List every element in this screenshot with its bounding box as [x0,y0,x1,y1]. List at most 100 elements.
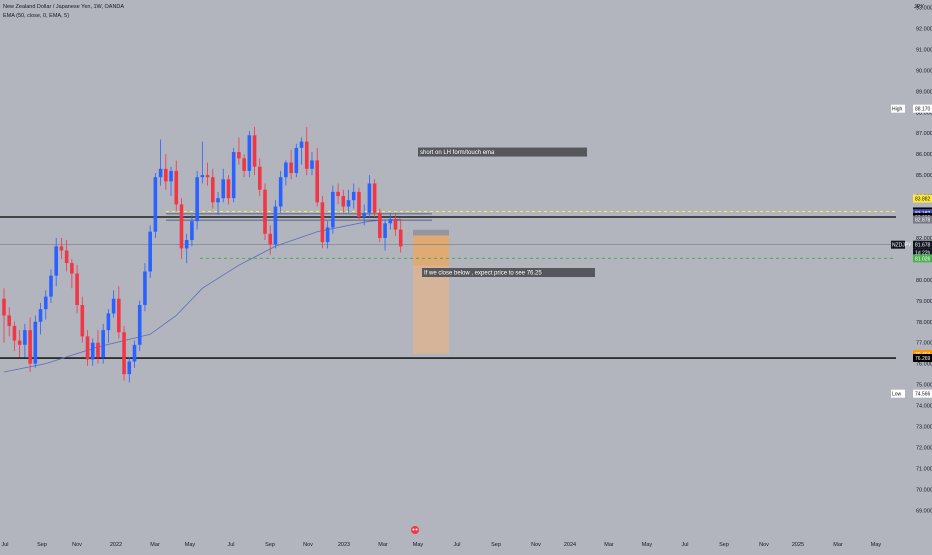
candle-body [310,160,314,169]
x-tick-label: Sep [265,542,275,548]
candle-body [247,135,252,171]
ema-50-line[interactable] [3,218,401,373]
x-tick-label: Sep [719,542,729,548]
candle-body [43,296,48,310]
candle-body [169,170,173,182]
y-tick-label: 78.000 [916,320,932,326]
candle-body [383,223,387,238]
indicator-legend[interactable]: EMA (50, close, 0, EMA, 5) [3,13,70,19]
y-tick-label: 87.000 [916,131,932,137]
y-tick-label: 73.000 [916,425,932,431]
yellow-price-tag [913,194,932,203]
event-marker-dot [415,528,418,531]
candle-body [289,162,293,174]
candle-body [372,183,377,213]
y-tick-label: 80.000 [916,278,932,284]
countdown-tag [913,248,932,257]
y-tick-label: 72.000 [916,445,932,451]
last-price-tag-text: 81.678 [915,243,931,249]
y-tick-label: 77.000 [916,341,932,347]
green-price-tag [913,254,932,263]
position-target-zone[interactable] [413,265,449,354]
currency-label: JPY [913,4,924,10]
candle-body [237,152,241,159]
candle-body [38,309,43,322]
candle-body [336,191,340,197]
annotation-box[interactable] [422,268,595,278]
high-price-tag-prefix [891,104,905,113]
y-tick-label: 86.000 [916,152,932,158]
candle-body [205,175,210,178]
candle-body [127,361,132,375]
event-marker-icon[interactable] [411,526,419,534]
candle-body [284,162,288,178]
candle-body [132,344,137,362]
candle-body [331,191,335,228]
candle-body [351,191,356,201]
x-tick-label: Mar [150,542,160,548]
x-tick-label: 2023 [338,542,350,548]
low-price-tag-text: 74.566 [915,392,931,398]
y-tick-label: 93.000 [916,6,932,12]
x-tick-label: May [871,542,882,548]
x-tick-label: Sep [491,542,501,548]
candle-body [101,330,105,358]
candle-body [304,141,309,169]
x-tick-label: May [642,542,653,548]
candle-body [211,177,215,203]
candle-body [137,304,142,345]
x-tick-label: Nov [72,542,82,548]
position-price-tag-text: 82.878 [915,218,931,224]
candle-body [7,315,12,326]
annotation-box[interactable] [418,147,587,157]
x-tick-label: May [185,542,196,548]
x-tick-label: Jul [681,542,688,548]
candle-body [54,246,58,276]
y-tick-label: 76.000 [916,362,932,368]
candle-body [70,263,74,274]
target-price-tag-text: 76.269 [915,356,931,362]
candle-body [398,229,403,247]
x-tick-label: Mar [378,542,388,548]
y-tick-label: 85.000 [916,173,932,179]
candle-body [195,177,199,222]
candle-body [111,298,116,314]
x-tick-label: Nov [531,542,541,548]
y-tick-label: 91.000 [916,47,932,53]
annotation-text: short on LH form/touch ema [420,150,495,156]
x-tick-label: May [413,542,424,548]
symbol-title[interactable]: New Zealand Dollar / Japanese Yen, 1W, O… [3,4,125,10]
candle-body [33,321,38,364]
candle-body [367,183,372,213]
annotation-text: If we close below , expect price to see … [424,271,542,277]
candle-body [179,204,184,249]
candle-body [17,340,22,345]
orange-price-tag [913,349,932,358]
event-marker-dot [412,528,415,531]
candle-body [90,342,95,360]
y-tick-label: 90.000 [916,68,932,74]
candle-body [153,177,158,232]
candle-body [294,147,299,174]
candle-body [242,158,246,171]
last-price-tag-prefix-text: NZDJPY [892,243,912,249]
candle-body [346,200,351,207]
y-tick-label: 82.000 [916,236,932,242]
candle-body [148,231,152,272]
candle-body [28,330,32,364]
candle-body [174,170,179,205]
candle-body [106,313,111,331]
position-stop-zone[interactable] [413,229,449,236]
y-tick-label: 69.000 [916,508,932,514]
low-price-tag-prefix [891,389,905,398]
target-price-tag [913,354,932,363]
candle-body [216,198,220,203]
y-tick-label: 92.000 [916,26,932,32]
position-entry-zone[interactable] [413,235,449,267]
y-tick-label: 74.000 [916,404,932,410]
candle-body [96,342,100,358]
x-tick-label: 2024 [564,542,576,548]
y-tick-label: 71.000 [916,466,932,472]
